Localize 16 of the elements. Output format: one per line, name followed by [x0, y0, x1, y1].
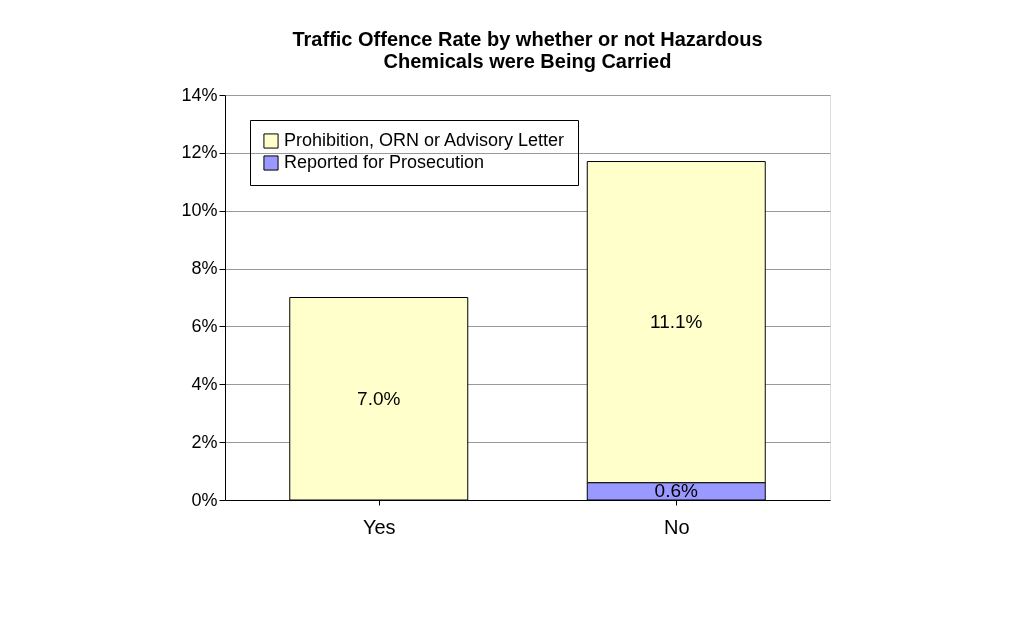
- data-label: 0.6%: [654, 480, 699, 502]
- y-tick-label: 0%: [191, 489, 218, 510]
- data-label: 7.0%: [357, 387, 401, 409]
- y-tick-label: 6%: [191, 315, 218, 336]
- legend-label: Reported for Prosecution: [284, 152, 485, 172]
- chart-title: Traffic Offence Rate by whether or not Hazardous Chemicals were Being Carried: [292, 28, 763, 72]
- legend-label: Prohibition, ORN or Advisory Letter: [284, 130, 565, 150]
- x-tick-label: No: [663, 515, 690, 538]
- y-tick-label: 10%: [181, 200, 218, 221]
- y-tick-label: 8%: [191, 258, 218, 279]
- y-tick-label: 4%: [191, 373, 218, 394]
- y-tick-label: 14%: [181, 84, 218, 105]
- y-tick-label: 12%: [181, 142, 218, 163]
- y-tick-label: 2%: [191, 431, 218, 452]
- x-tick-label: Yes: [362, 515, 396, 538]
- data-label: 11.1%: [650, 311, 703, 333]
